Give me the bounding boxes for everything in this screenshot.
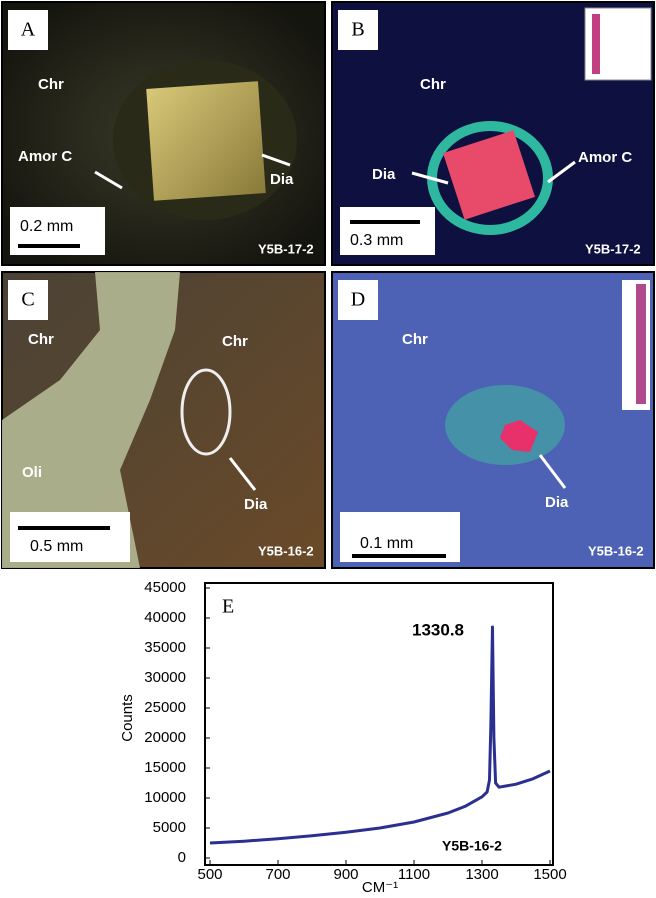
color-ramp <box>592 14 600 74</box>
x-tick-label: 1100 <box>398 866 430 883</box>
sample-id: Y5B-16-2 <box>258 543 314 558</box>
panel-letter: E <box>222 596 234 618</box>
x-tick-label: 1300 <box>465 866 498 883</box>
y-tick-label: 45000 <box>144 579 186 596</box>
peak-label: 1330.8 <box>412 620 464 639</box>
panel-letter: D <box>351 289 365 311</box>
y-tick-label: 35000 <box>144 639 186 656</box>
label: Dia <box>270 171 294 188</box>
label: Oli <box>22 464 42 481</box>
x-tick-label: 900 <box>333 866 358 883</box>
y-tick-label: 25000 <box>144 699 186 716</box>
scale-text: 0.5 mm <box>30 538 83 555</box>
sample-id: Y5B-16-2 <box>588 543 644 558</box>
x-tick-label: 1500 <box>533 866 566 883</box>
panel-b: B Chr Dia Amor C 0.3 mm Y5B-17-2 <box>332 2 654 265</box>
x-tick-label: 500 <box>197 866 222 883</box>
label: Chr <box>38 76 64 93</box>
color-ramp <box>636 284 646 404</box>
y-tick-label: 15000 <box>144 759 186 776</box>
x-tick-label: 700 <box>265 866 290 883</box>
label: Chr <box>222 333 248 350</box>
y-tick-label: 10000 <box>144 789 186 806</box>
spectrum-line <box>210 627 550 843</box>
y-tick-label: 5000 <box>153 819 186 836</box>
label: Chr <box>420 76 446 93</box>
sample-id: Y5B-16-2 <box>442 838 502 854</box>
panel-d: D Chr Dia 0.1 mm Y5B-16-2 <box>332 272 654 568</box>
label: Chr <box>402 331 428 348</box>
x-axis-label: CM⁻¹ <box>362 879 398 896</box>
crystal <box>146 81 266 201</box>
scale-text: 0.3 mm <box>350 232 403 249</box>
scale-text: 0.1 mm <box>360 535 413 552</box>
label: Dia <box>545 494 569 511</box>
y-tick-label: 20000 <box>144 729 186 746</box>
panel-letter: B <box>351 19 364 41</box>
y-axis-label: Counts <box>119 694 136 742</box>
panel-e: E 1330.8 Y5B-16-2 Counts CM⁻¹ 0 5000 10000… <box>119 579 567 896</box>
plot-frame <box>205 583 553 865</box>
y-tick-label: 40000 <box>144 609 186 626</box>
label: Dia <box>244 496 268 513</box>
sample-id: Y5B-17-2 <box>585 241 641 256</box>
panel-letter: A <box>21 19 36 41</box>
sample-id: Y5B-17-2 <box>258 241 314 256</box>
label: Amor C <box>18 148 72 165</box>
page: { "panels": [ {"letter": "A", "labels": … <box>0 0 656 898</box>
label: Dia <box>372 166 396 183</box>
scale-text: 0.2 mm <box>20 218 73 235</box>
label: Amor C <box>578 149 632 166</box>
panel-a: A Chr Amor C Dia 0.2 mm Y5B-17-2 <box>2 2 325 265</box>
y-tick-label: 30000 <box>144 669 186 686</box>
panel-c: C Chr Chr Oli Dia 0.5 mm Y5B-16-2 <box>2 272 325 568</box>
figure: A Chr Amor C Dia 0.2 mm Y5B-17-2 B Chr D… <box>0 0 656 898</box>
panel-letter: C <box>21 289 34 311</box>
y-tick-label: 0 <box>178 849 186 866</box>
label: Chr <box>28 331 54 348</box>
